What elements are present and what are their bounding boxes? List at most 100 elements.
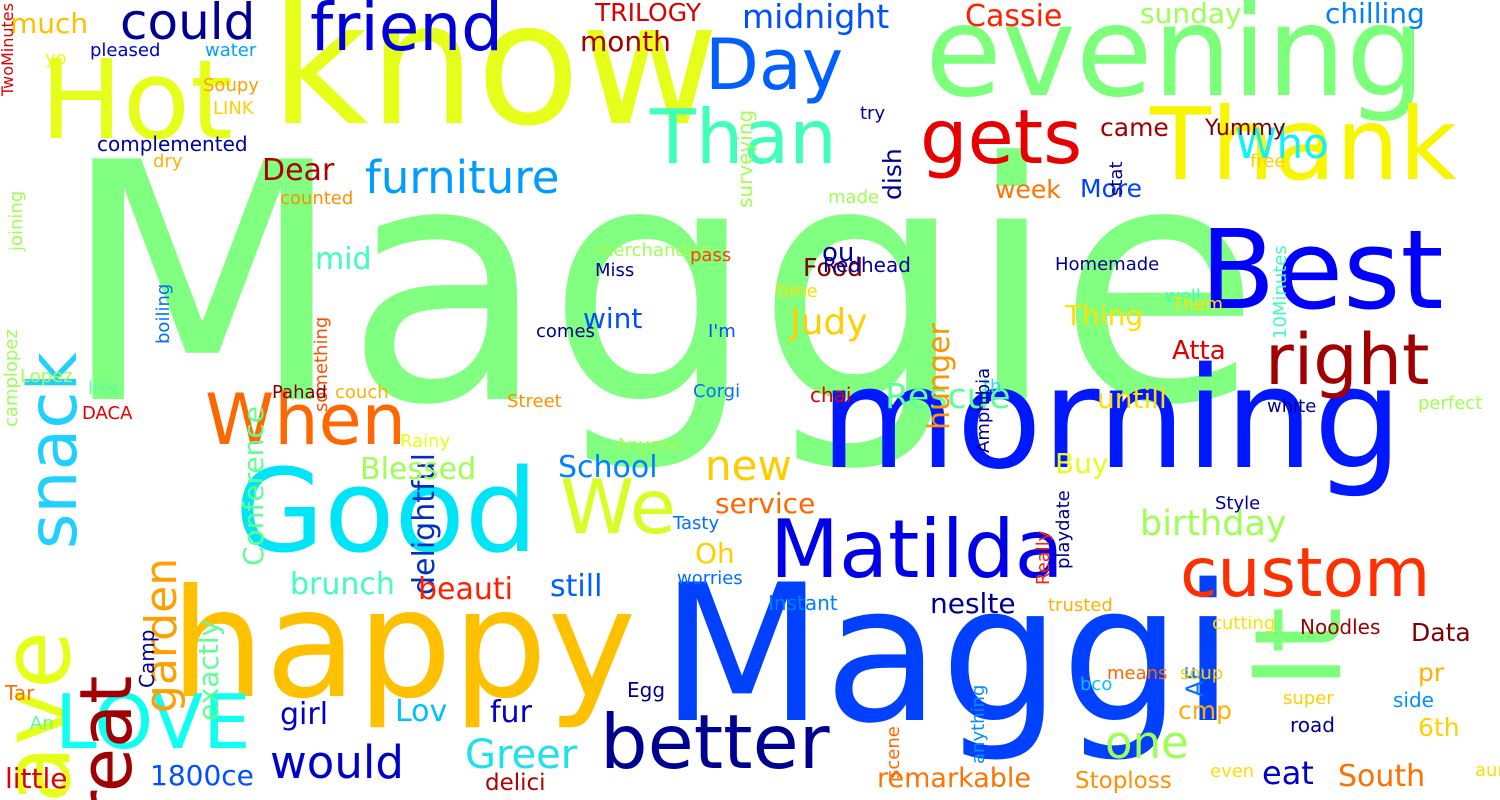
word-joining: joining (6, 190, 27, 251)
word-buy: Buy (1055, 447, 1109, 480)
word-judy: Judy (790, 302, 868, 343)
word-lopez: Lopez (20, 366, 73, 387)
word-neslte: neslte (930, 587, 1016, 620)
word-water: water (205, 40, 257, 61)
word-hunger: hunger (922, 323, 957, 430)
word-rainy: Rainy (400, 431, 451, 452)
word-10minutes: 10Minutes (1270, 245, 1291, 339)
word-great: great (64, 675, 148, 800)
word-tar: Tar (5, 681, 35, 705)
word-an: An (30, 713, 54, 734)
word-street: Street (507, 391, 562, 412)
word-matilda: Matilda (770, 503, 1064, 596)
word-aur: aur (1475, 760, 1500, 781)
word-best: Best (1200, 206, 1444, 334)
word-tasty: Tasty (673, 513, 720, 534)
word-love: LOVE (55, 678, 251, 766)
word-instant: Instant (768, 591, 838, 615)
word-1800ce: 1800ce (150, 759, 254, 792)
word-week: week (995, 175, 1061, 204)
word-trusted: trusted (1048, 595, 1113, 616)
word-th: th (983, 376, 1002, 397)
word-couch: couch (335, 382, 389, 403)
word-furniture: furniture (365, 151, 560, 204)
word-delici: delici (485, 770, 546, 796)
word-made: made (828, 187, 880, 208)
word-beauti: beauti (418, 572, 513, 607)
word-twominutes: TwoMinutes (0, 3, 17, 96)
word-pahad: Pahad (272, 382, 327, 403)
word-surveying: surveying (733, 109, 757, 208)
word-means: means (1107, 663, 1168, 684)
word-custom: custom (1180, 534, 1431, 613)
word-chai: chai (810, 383, 852, 407)
word-playdate: playdate (1053, 490, 1074, 569)
word-eat: eat (1262, 754, 1314, 792)
word-dear: Dear (262, 153, 335, 188)
word-pr: pr (1418, 658, 1445, 687)
word-pass: pass (690, 245, 732, 266)
word-friend: friend (310, 0, 504, 66)
word-worries: worries (677, 568, 743, 589)
word-noodles: Noodles (1300, 615, 1381, 639)
word-link: LINK (213, 98, 254, 119)
word-stoploss: Stoploss (1075, 768, 1172, 794)
word-style: Style (1215, 493, 1261, 514)
word-maggie: Maggie (60, 93, 1261, 477)
word-right: right (1265, 319, 1430, 401)
word-soupy: Soupy (203, 75, 259, 96)
word-white: white (1267, 396, 1317, 417)
word-we: We (560, 463, 676, 551)
word-maggi: Maggi (660, 544, 1235, 765)
word-dish: dish (878, 148, 907, 200)
word-i-m: I'm (708, 321, 736, 342)
word-merchandise: merchandise (596, 240, 713, 261)
word-homemade: Homemade (1055, 254, 1160, 275)
word-anyone: Anyone (615, 435, 683, 456)
word-sunday: sunday (1140, 0, 1242, 30)
word-amphibia: Amphibia (973, 367, 994, 453)
word-oh: Oh (695, 537, 735, 570)
word-blessed: Blessed (360, 452, 477, 487)
word-scene: scene (883, 726, 904, 779)
word-rescue: Rescue (885, 377, 1011, 417)
word-good: Good (235, 445, 538, 579)
word-cutting: cutting (1212, 613, 1276, 634)
word-data: Data (1411, 618, 1471, 647)
word-dry: dry (153, 151, 183, 172)
word-yo: yo (45, 48, 67, 69)
word-anything: anything (968, 684, 989, 764)
word-6th: 6th (1418, 713, 1460, 742)
word-cassie: Cassie (965, 0, 1063, 34)
word-food: Food (803, 253, 863, 282)
word-gets: gets (920, 93, 1083, 181)
word-exactly: exactly (192, 619, 225, 721)
word-boiling: boiling (153, 283, 174, 344)
word-super: super (1283, 688, 1334, 709)
word-counted: counted (280, 188, 354, 209)
word-who: Who (1235, 119, 1329, 168)
word-ou: ou (822, 238, 855, 268)
word-soup: soup (1180, 663, 1224, 684)
word-untill: untill (1097, 382, 1167, 415)
word-evening: evening (925, 0, 1426, 125)
word-miss: Miss (595, 260, 635, 281)
word-well: well (1165, 286, 1201, 307)
word-could: could (120, 0, 256, 51)
word-egg: Egg (627, 678, 666, 702)
word-camplopez: camplopez (1, 329, 22, 427)
word-greer: Greer (465, 732, 578, 778)
word-much: much (10, 7, 89, 40)
word-corgi: Corgi (693, 381, 741, 402)
word-bco: bco (1080, 674, 1113, 695)
word-mid: mid (315, 242, 372, 277)
word-service: service (715, 487, 816, 520)
word-yummy: Yummy (1205, 116, 1286, 141)
word-than: Than (650, 93, 837, 181)
word-stat: stat (1106, 161, 1127, 196)
word-happy: happy (170, 558, 637, 732)
word-time: time (777, 281, 818, 302)
word-atta: Atta (1172, 336, 1226, 366)
word-side: side (1393, 688, 1434, 712)
word-pleased: pleased (90, 40, 161, 61)
